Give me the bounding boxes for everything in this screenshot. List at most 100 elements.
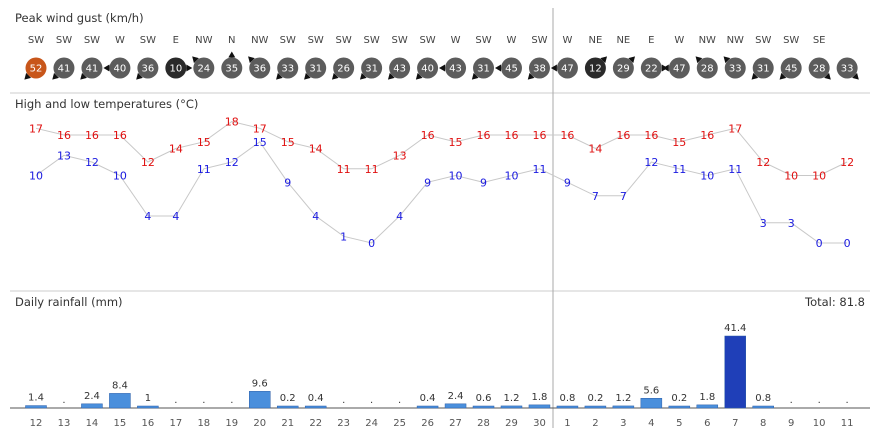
day-label: 9 xyxy=(788,418,794,429)
rainfall-value-label: . xyxy=(174,395,177,406)
day-label: 12 xyxy=(30,418,43,429)
wind-gust-value: 40 xyxy=(421,64,434,75)
wind-gust-value: 45 xyxy=(505,64,518,75)
day-label: 8 xyxy=(760,418,766,429)
day-label: 24 xyxy=(365,418,378,429)
wind-gust-badge xyxy=(668,57,690,79)
high-temp-label: 17 xyxy=(29,122,43,135)
wind-gust-value: 41 xyxy=(86,64,99,75)
high-temp-label: 12 xyxy=(141,156,155,169)
low-temp-label: 3 xyxy=(760,217,767,230)
wind-gust-value: 31 xyxy=(757,64,770,75)
rainfall-bar xyxy=(249,391,271,409)
rainfall-value-label: 0.6 xyxy=(476,393,492,404)
rainfall-bar xyxy=(528,404,551,409)
wind-directions: SW SW SW W SW E NW N NW SW SW SW SW SW SW W SW W SW W NE NE E W… xyxy=(28,35,826,46)
low-temp-label: 0 xyxy=(844,237,851,250)
wind-pointer-icon xyxy=(304,72,311,80)
high-temp-label: 14 xyxy=(588,143,602,156)
low-temp-label: 9 xyxy=(564,176,571,189)
wind-direction-label: SW xyxy=(308,35,324,46)
day-label: 4 xyxy=(648,418,654,429)
rainfall-value-label: . xyxy=(342,395,345,406)
day-label: 29 xyxy=(505,418,518,429)
day-label: 30 xyxy=(533,418,546,429)
low-temp-label: 10 xyxy=(113,170,127,183)
high-temp-label: 16 xyxy=(421,129,435,142)
wind-gust-badge xyxy=(640,57,662,79)
rainfall-value-label: 2.4 xyxy=(448,391,464,402)
high-temp-label: 15 xyxy=(449,136,463,149)
rainfall-value-label: 1.2 xyxy=(615,393,631,404)
wind-direction-label: SW xyxy=(364,35,380,46)
high-temp-label: 16 xyxy=(700,129,714,142)
low-temp-label: 4 xyxy=(312,210,319,223)
wind-pointer-icon xyxy=(471,72,479,80)
rainfall-value-label: . xyxy=(790,395,793,406)
low-temp-label: 9 xyxy=(480,176,487,189)
wind-direction-label: W xyxy=(562,35,572,46)
wind-direction-label: NE xyxy=(616,35,630,46)
wind-direction-label: SE xyxy=(813,35,826,46)
high-temp-label: 10 xyxy=(812,170,826,183)
rainfall-bar xyxy=(444,403,467,409)
low-temp-line xyxy=(35,141,848,244)
wind-pointer-icon xyxy=(228,51,236,58)
day-labels: 12 13 14 15 16 17 18 19 20 21 22 23 24 25 26 27 28 29 30 1 2… xyxy=(30,418,854,429)
wind-pointer-icon xyxy=(276,72,283,80)
low-temp-label: 4 xyxy=(144,210,151,223)
wind-gust-badge xyxy=(724,57,746,79)
low-temp-label: 10 xyxy=(700,170,714,183)
wind-pointer-icon xyxy=(192,56,199,64)
wind-pointer-icon xyxy=(387,72,395,80)
wind-pointer-icon xyxy=(527,72,535,80)
wind-pointer-icon xyxy=(103,64,110,72)
wind-pointer-icon xyxy=(662,64,669,72)
wind-direction-label: SW xyxy=(783,35,799,46)
wind-gust-badge xyxy=(81,57,103,79)
wind-gust-badge xyxy=(696,57,718,79)
wind-gust-value: 52 xyxy=(30,64,43,75)
high-temp-label: 13 xyxy=(393,149,407,162)
high-temp-label: 18 xyxy=(225,116,239,129)
wind-gust-badge xyxy=(584,57,606,79)
day-label: 26 xyxy=(421,418,434,429)
low-temp-label: 4 xyxy=(172,210,179,223)
wind-direction-label: W xyxy=(674,35,684,46)
wind-gust-value: 47 xyxy=(673,64,686,75)
rainfall-bar xyxy=(304,405,327,409)
high-temp-label: 14 xyxy=(169,143,183,156)
low-temp-label: 4 xyxy=(396,210,403,223)
wind-direction-label: SW xyxy=(419,35,435,46)
wind-gust-value: 26 xyxy=(337,64,350,75)
day-label: 3 xyxy=(620,418,626,429)
wind-gust-badge xyxy=(221,57,243,79)
wind-gust-badge xyxy=(305,57,327,79)
low-temp-label: 10 xyxy=(504,170,518,183)
rainfall-value-label: 1.8 xyxy=(532,392,548,403)
rainfall-bar xyxy=(696,404,719,409)
wind-gust-badge xyxy=(528,57,550,79)
rainfall-bar xyxy=(752,405,774,409)
wind-direction-label: SW xyxy=(336,35,352,46)
rain-total: Total: 81.8 xyxy=(804,295,865,309)
wind-gust-badge xyxy=(417,57,439,79)
high-temp-label: 16 xyxy=(532,129,546,142)
rainfall-bar xyxy=(584,405,607,409)
temp-section-title: High and low temperatures (°C) xyxy=(15,97,198,111)
high-temp-label: 15 xyxy=(281,136,295,149)
low-temp-label: 13 xyxy=(57,149,71,162)
high-temp-label: 16 xyxy=(560,129,574,142)
rainfall-value-label: . xyxy=(62,395,65,406)
wind-gust-value: 12 xyxy=(589,64,602,75)
day-label: 28 xyxy=(477,418,490,429)
rainfall-bar xyxy=(109,393,131,409)
wind-gust-badge xyxy=(473,57,495,79)
wind-pointer-icon xyxy=(415,72,423,80)
wind-gust-value: 47 xyxy=(561,64,574,75)
wind-direction-label: SW xyxy=(475,35,491,46)
wind-direction-label: N xyxy=(228,35,235,46)
rainfall-bar xyxy=(81,403,103,409)
rainfall-bar xyxy=(556,405,579,409)
rainfall-bar xyxy=(668,405,691,409)
